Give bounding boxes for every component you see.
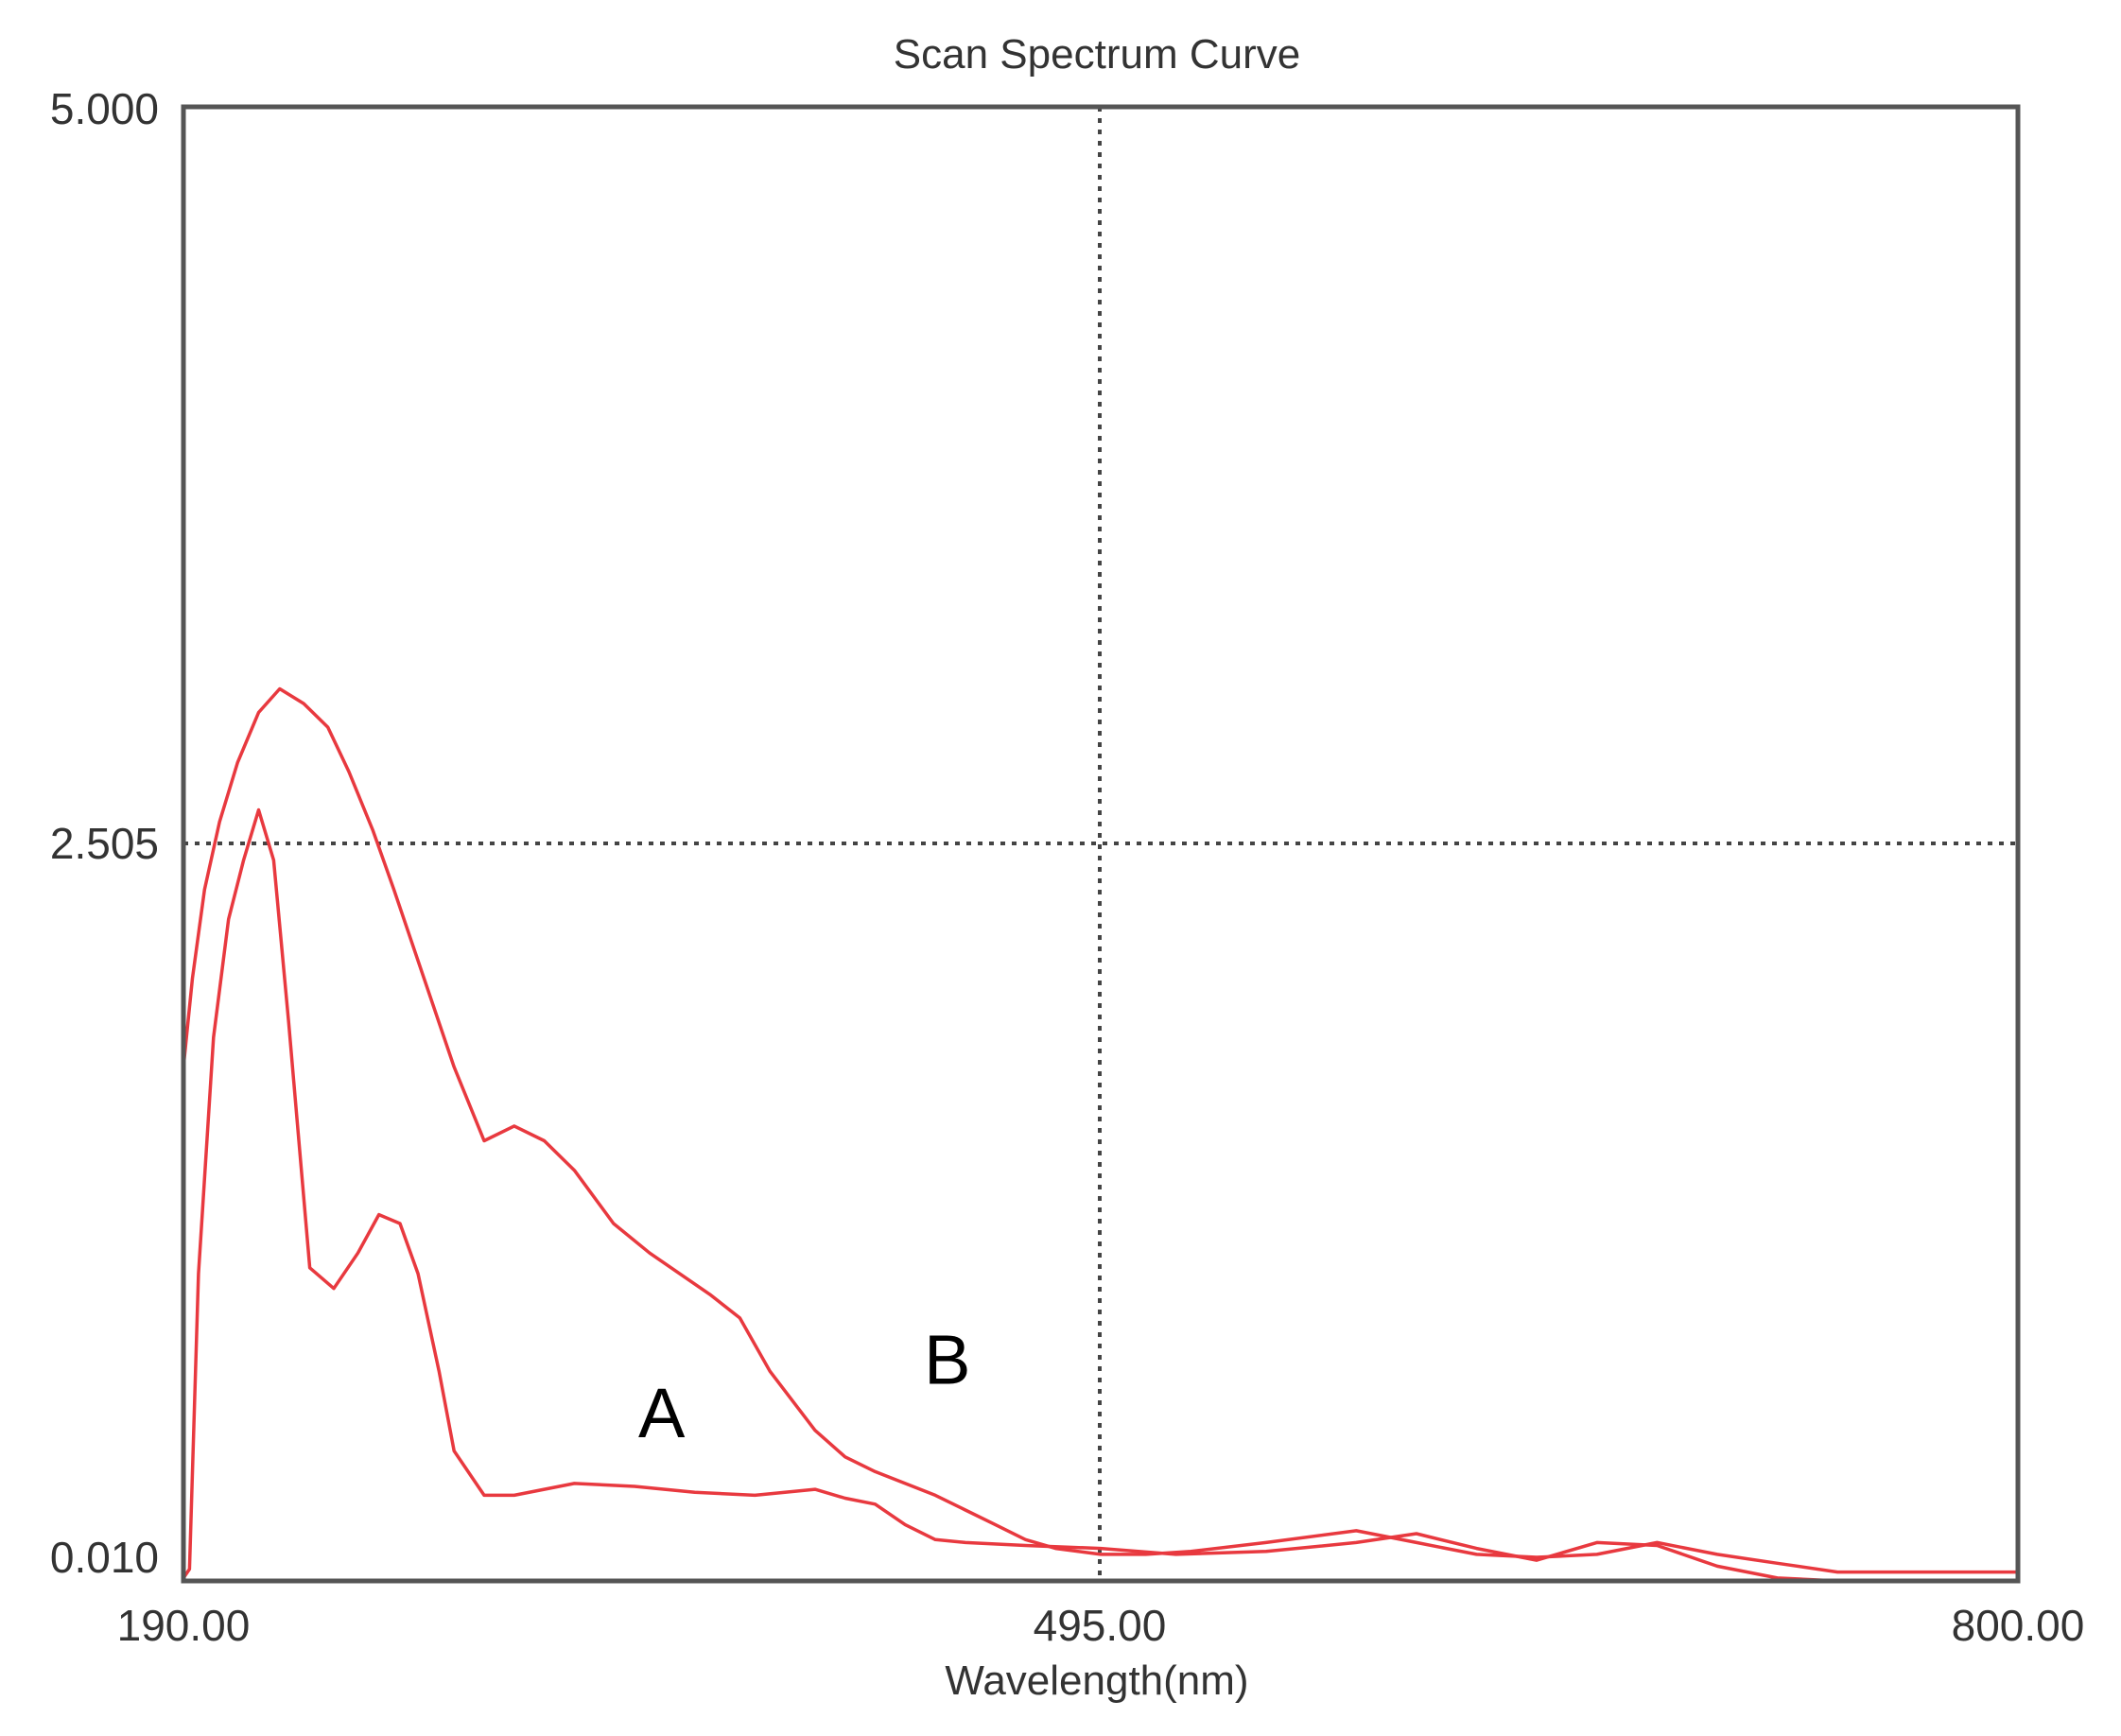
x-axis-label: Wavelength(nm) (945, 1658, 1248, 1704)
series-group (182, 686, 2018, 1583)
x-tick-label: 495.00 (1034, 1601, 1167, 1650)
chart-title: Scan Spectrum Curve (894, 31, 1300, 78)
annotation-b: B (924, 1321, 970, 1399)
series-b-line (182, 686, 2018, 1574)
y-tick-label: 2.505 (50, 819, 159, 868)
x-tick-label: 800.00 (1952, 1601, 2085, 1650)
plot-frame (181, 104, 2021, 1584)
y-tick-label: 0.010 (50, 1533, 159, 1582)
annotation-a: A (638, 1374, 686, 1452)
series-a-line (182, 807, 2018, 1583)
x-tick-label: 190.00 (117, 1601, 251, 1650)
y-tick-label: 5.000 (50, 84, 159, 133)
